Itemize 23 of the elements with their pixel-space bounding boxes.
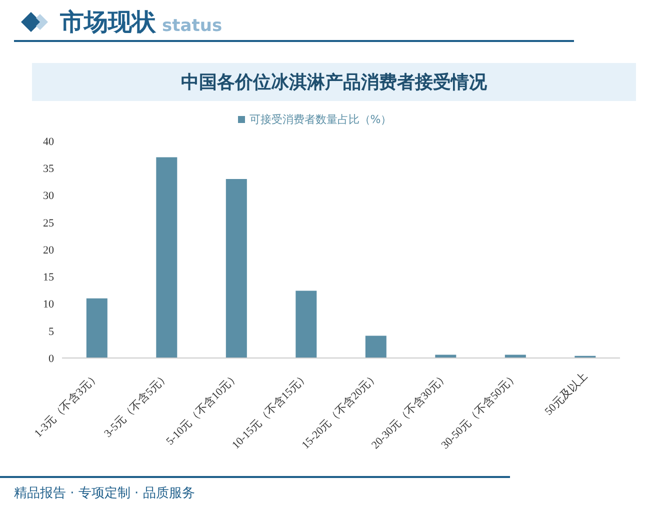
y-tick-label: 20 <box>43 244 54 256</box>
bar <box>365 336 386 358</box>
legend-label: 可接受消费者数量占比（%） <box>249 113 392 126</box>
bar <box>435 354 456 358</box>
x-tick-label: 1-3元（不含3元） <box>32 370 102 440</box>
chart-title: 中国各价位冰淇淋产品消费者接受情况 <box>32 63 636 101</box>
text: 精品报告 · 专项定制 · 品质服务 <box>14 485 195 502</box>
bar <box>86 298 108 358</box>
bar <box>226 178 247 358</box>
bar <box>504 354 526 358</box>
y-tick-label: 15 <box>43 272 54 284</box>
y-tick-label: 0 <box>48 352 54 365</box>
text: status <box>162 16 222 36</box>
text: 市场现状 <box>60 7 156 38</box>
x-tick-label: 50元及以上 <box>542 370 590 418</box>
bar <box>156 157 178 358</box>
y-tick-label: 5 <box>48 326 54 338</box>
y-tick-label: 40 <box>43 136 54 148</box>
y-tick-label: 10 <box>43 298 54 311</box>
y-tick-label: 35 <box>43 163 54 176</box>
y-tick-label: 30 <box>43 190 54 202</box>
bar <box>296 290 317 358</box>
y-tick-label: 25 <box>43 217 54 230</box>
